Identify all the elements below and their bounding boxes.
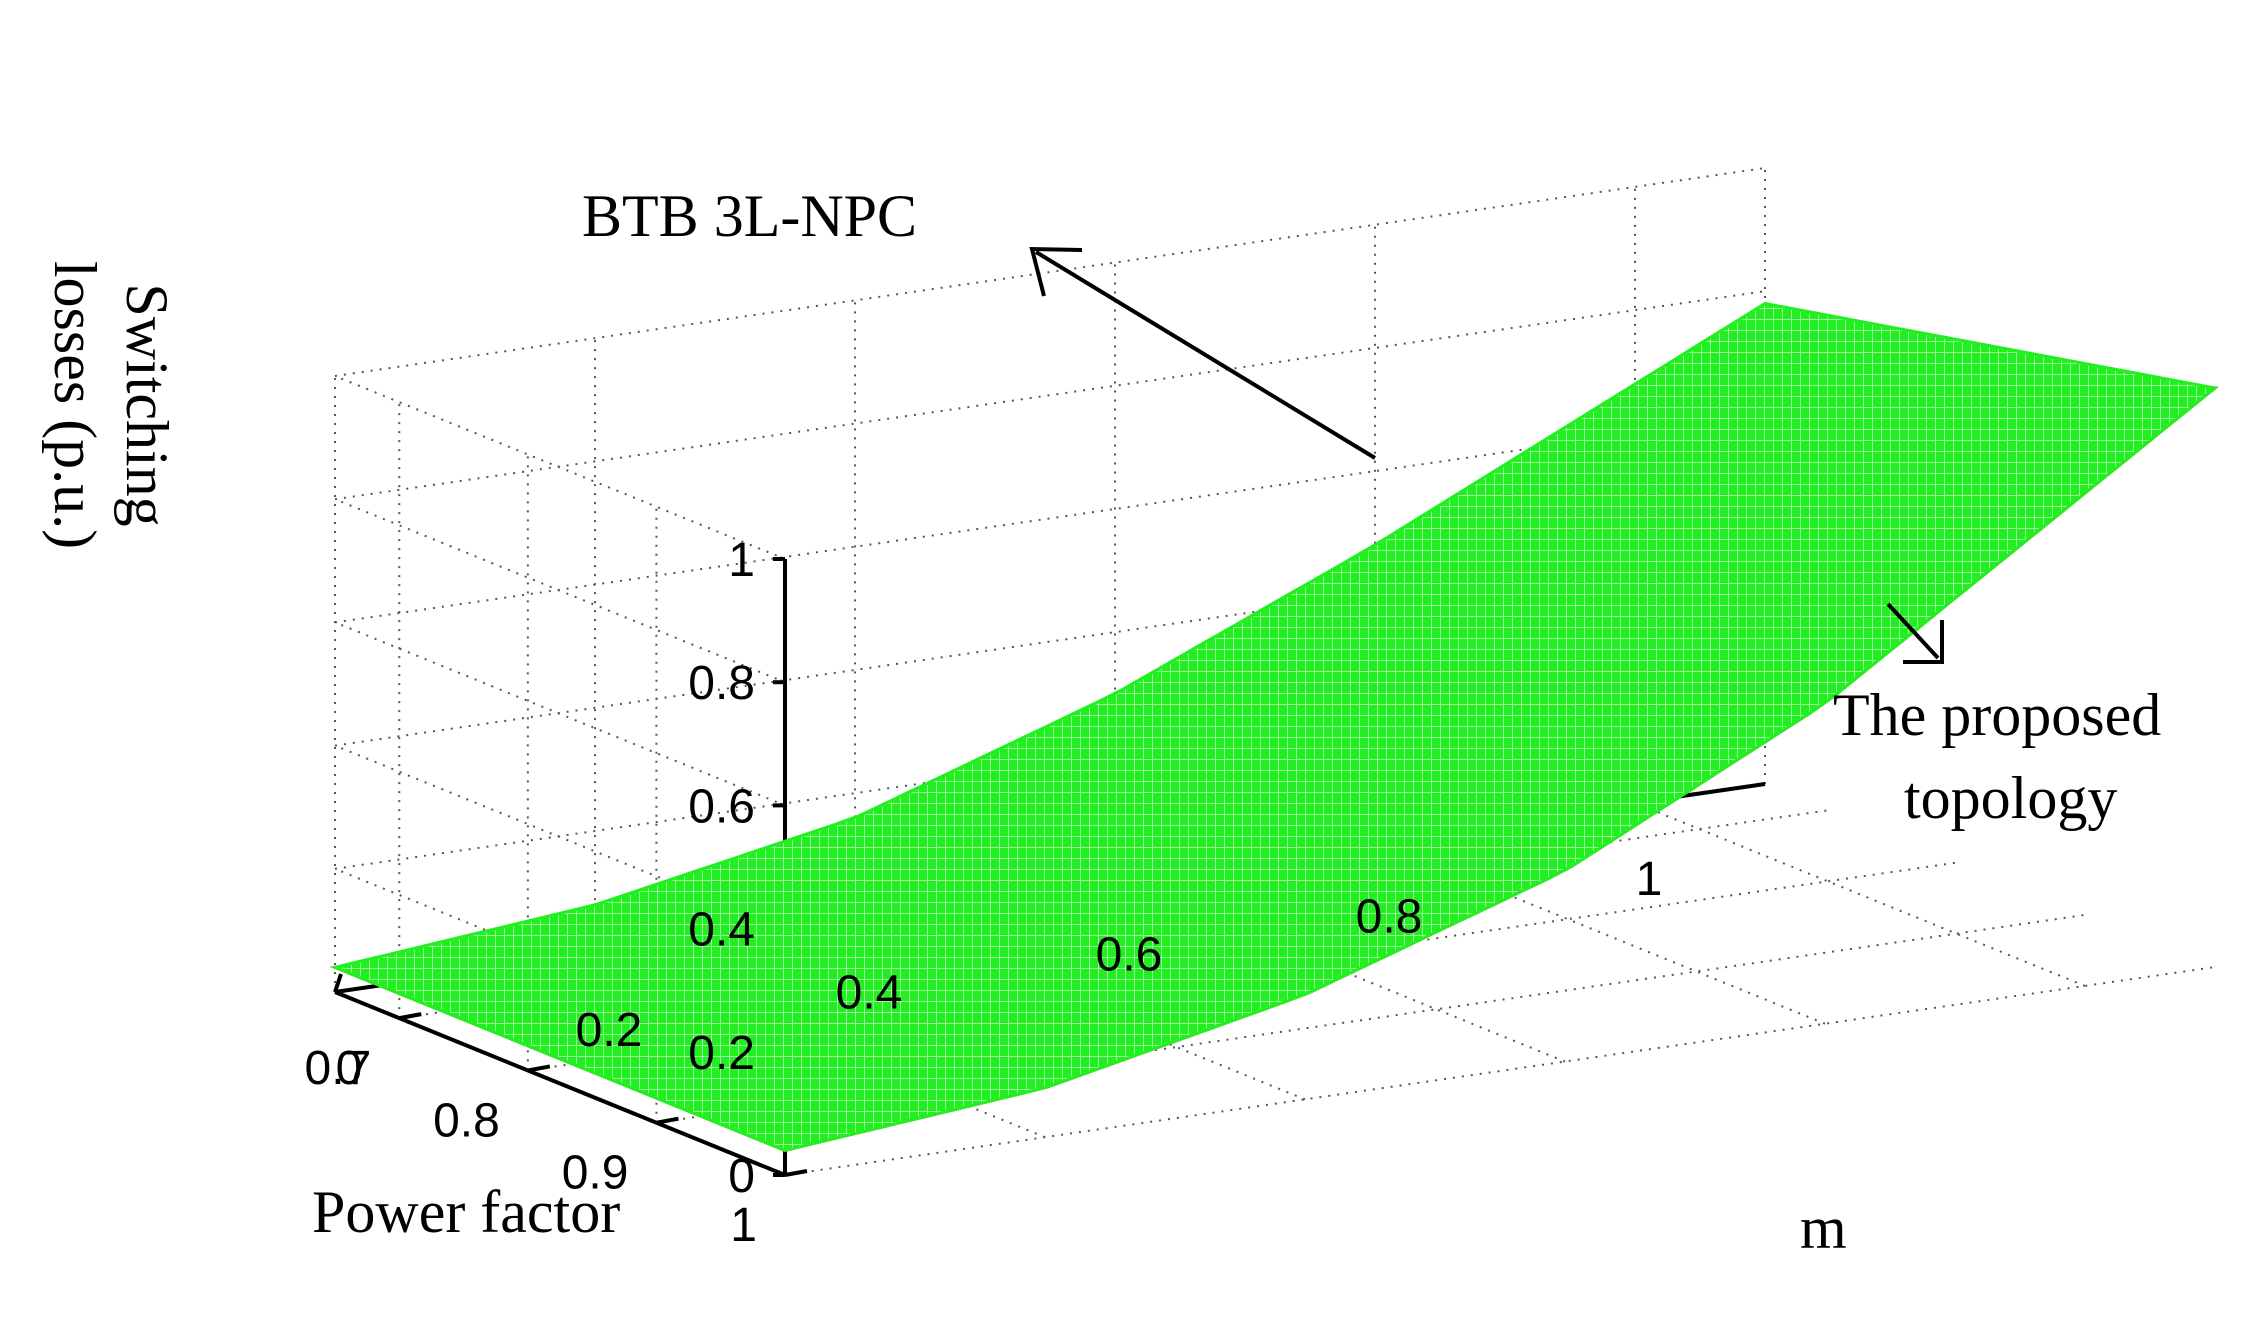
y-tick-label: 0: [336, 1042, 363, 1095]
x-tick-mark: [398, 1012, 422, 1021]
z-axis-label-line1: Switching: [114, 283, 180, 526]
annotation-btb-3l-npc: BTB 3L-NPC: [582, 183, 917, 249]
z-tick-label: 0.6: [688, 780, 755, 833]
x-tick-mark: [527, 1064, 551, 1073]
gridline-left-wall-z: [334, 498, 786, 684]
surface-series-1: [330, 301, 2219, 1152]
x-axis-line: [334, 990, 786, 1177]
z-tick-label: 0.8: [688, 657, 755, 710]
x-tick-label: 0.9: [562, 1147, 629, 1200]
x-tick-mark: [784, 1169, 808, 1177]
gridline-left-wall-z: [334, 375, 786, 560]
gridline-left-wall-z: [334, 621, 786, 807]
y-tick-label: 0.4: [836, 966, 903, 1019]
y-tick-mark: [333, 973, 343, 993]
x-tick-label: 0.7: [305, 1042, 372, 1095]
x-axis-label: Power factor: [312, 1179, 620, 1245]
z-tick-label: 0.4: [688, 904, 755, 957]
y-axis-label: m: [1800, 1195, 1847, 1261]
y-tick-label: 0.8: [1356, 891, 1423, 944]
annotation-arrowhead-proposed: [1903, 620, 1944, 664]
annotation-arrow-btb: [1034, 250, 1377, 460]
y-tick-label: 0.2: [576, 1004, 643, 1057]
annotation-proposed-topology-line1: The proposed: [1833, 682, 2161, 748]
x-tick-label: 0.8: [433, 1094, 500, 1147]
z-tick-label: 0: [728, 1150, 755, 1203]
z-tick-label: 0.2: [688, 1027, 755, 1080]
x-tick-mark: [656, 1116, 679, 1125]
surfaces: [329, 301, 2219, 1152]
y-tick-label: 1: [1636, 853, 1663, 906]
z-axis-label-line2: losses (p.u.): [42, 261, 108, 549]
annotation-proposed-topology-line2: topology: [1904, 765, 2117, 831]
annotation-arrowhead-btb: [1029, 246, 1083, 297]
annotation-arrow-proposed: [1886, 602, 1940, 660]
x-tick-label: 1: [730, 1199, 757, 1252]
gridline-back-wall-z: [334, 167, 1766, 377]
z-tick-label: 1: [728, 534, 755, 587]
y-tick-label: 0.6: [1096, 929, 1163, 982]
